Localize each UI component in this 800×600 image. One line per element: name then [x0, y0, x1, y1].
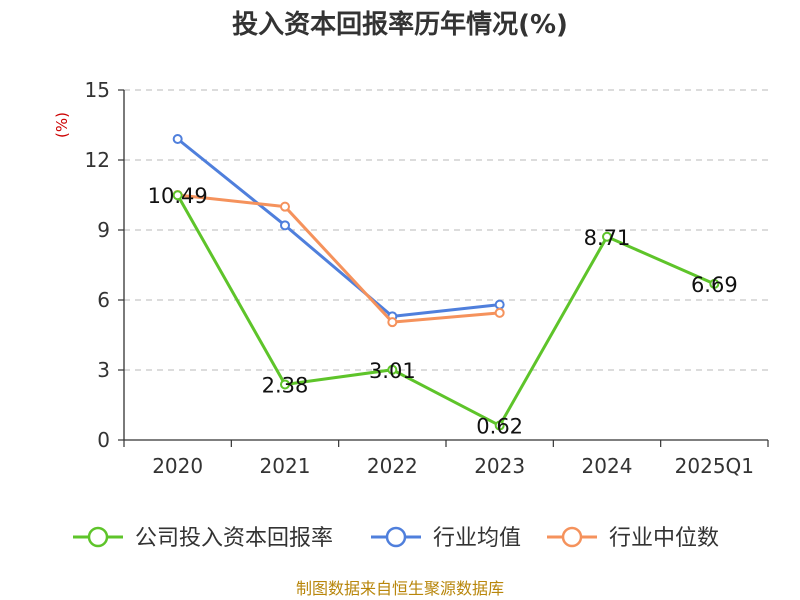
- series-line-2: [177, 193, 500, 324]
- x-tick-label-2024: 2024: [582, 454, 633, 478]
- y-tick-label-12: 12: [85, 148, 110, 172]
- data-label-2022: 3.01: [369, 359, 416, 383]
- x-tick-label-2023: 2023: [474, 454, 525, 478]
- x-tick-label-2021: 2021: [260, 454, 311, 478]
- grid-lines: [124, 89, 768, 371]
- series-line-0: [176, 194, 715, 428]
- series-0-point-2: [387, 364, 398, 375]
- y-axis-unit: (%): [53, 112, 71, 138]
- source-note: 制图数据来自恒生聚源数据库: [296, 579, 504, 598]
- x-tick-label-2022: 2022: [367, 454, 418, 478]
- data-label-2021: 2.38: [262, 373, 309, 397]
- data-label-2024: 8.71: [584, 226, 631, 250]
- series-2-point-2: [387, 317, 398, 328]
- legend: 公司投入资本回报率 行业均值 行业中位数: [73, 526, 719, 551]
- series-group: [172, 134, 720, 431]
- legend-label-1: 行业均值: [433, 526, 521, 551]
- series-line-1: [176, 137, 500, 318]
- legend-marker-1: [385, 526, 407, 548]
- y-tick-label-6: 6: [97, 288, 110, 312]
- data-label-2023: 0.62: [476, 415, 523, 439]
- series-2-point-1: [280, 201, 290, 212]
- data-label-2020: 10.49: [148, 184, 208, 208]
- series-0-point-5: [709, 278, 720, 289]
- series-1-point-1: [280, 220, 290, 231]
- series-2-point-3: [494, 307, 505, 318]
- y-tick-label-0: 0: [97, 428, 110, 452]
- data-labels: 10.49 2.38 3.01 0.62 8.71 6.69: [148, 184, 738, 438]
- legend-label-0: 公司投入资本回报率: [135, 526, 333, 551]
- legend-marker-2: [561, 526, 583, 548]
- series-0-point-4: [602, 231, 612, 242]
- axes: 0 3 6 9 12 15 2020 2021 2022 2023 2024 2025Q1: [85, 78, 769, 478]
- series-1-point-0: [172, 134, 183, 144]
- series-0-point-1: [280, 379, 290, 390]
- series-0-point-0: [172, 190, 183, 201]
- x-tick-label-2025Q1: 2025Q1: [675, 454, 754, 478]
- series-0-point-3: [494, 420, 505, 431]
- y-tick-label-9: 9: [97, 218, 110, 242]
- data-label-2025Q1: 6.69: [691, 273, 738, 297]
- y-tick-label-3: 3: [97, 358, 110, 382]
- x-tick-label-2020: 2020: [152, 454, 203, 478]
- legend-marker-0: [87, 526, 109, 548]
- series-1-point-3: [494, 299, 505, 310]
- y-tick-label-15: 15: [85, 78, 110, 102]
- legend-label-2: 行业中位数: [609, 526, 719, 551]
- chart-title: 投入资本回报率历年情况(%): [232, 9, 568, 40]
